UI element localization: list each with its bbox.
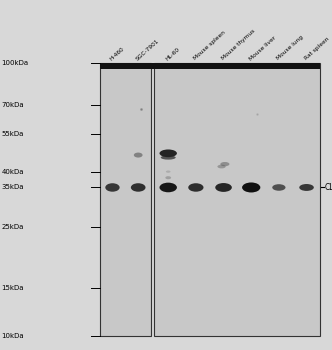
Ellipse shape: [188, 183, 204, 192]
Ellipse shape: [299, 184, 314, 191]
Text: 35kDa: 35kDa: [2, 184, 24, 190]
Ellipse shape: [134, 153, 142, 158]
Ellipse shape: [272, 184, 286, 191]
Ellipse shape: [166, 170, 171, 173]
Ellipse shape: [242, 182, 260, 192]
Text: Mouse spleen: Mouse spleen: [193, 30, 226, 61]
Text: SGC-7901: SGC-7901: [135, 38, 160, 61]
Ellipse shape: [161, 155, 176, 160]
Ellipse shape: [165, 176, 171, 179]
Text: CLEC7A: CLEC7A: [325, 183, 332, 192]
Text: HL-60: HL-60: [165, 46, 181, 61]
Text: 100kDa: 100kDa: [2, 60, 29, 66]
Text: 40kDa: 40kDa: [2, 169, 24, 175]
Ellipse shape: [217, 165, 226, 168]
Text: H-460: H-460: [109, 46, 125, 61]
Ellipse shape: [159, 149, 177, 157]
Bar: [100, 63, 151, 336]
Text: 10kDa: 10kDa: [2, 333, 24, 339]
Text: 15kDa: 15kDa: [2, 285, 24, 291]
Bar: [100, 63, 320, 69]
Text: 55kDa: 55kDa: [2, 131, 24, 137]
Ellipse shape: [215, 183, 232, 192]
Bar: [154, 63, 320, 336]
Text: 25kDa: 25kDa: [2, 224, 24, 230]
Ellipse shape: [159, 183, 177, 192]
Text: Mouse liver: Mouse liver: [248, 35, 277, 61]
Text: 70kDa: 70kDa: [2, 102, 24, 108]
Ellipse shape: [131, 183, 145, 192]
Text: Mouse lung: Mouse lung: [276, 35, 304, 61]
Ellipse shape: [105, 183, 120, 192]
Ellipse shape: [220, 162, 229, 166]
Text: Mouse thymus: Mouse thymus: [220, 29, 256, 61]
Text: Rat spleen: Rat spleen: [303, 36, 330, 61]
